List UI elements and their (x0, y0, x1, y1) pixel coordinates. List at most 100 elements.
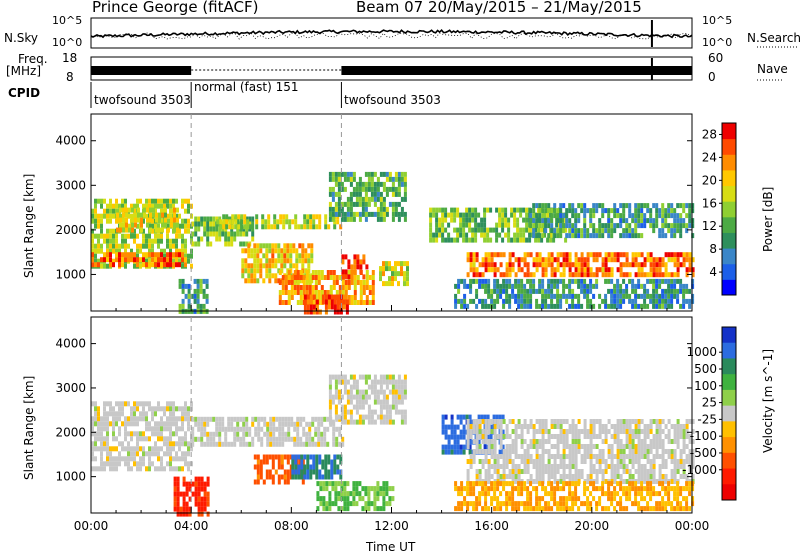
echo-cell (565, 501, 569, 507)
echo-cell (460, 278, 464, 284)
echo-cell (466, 459, 470, 464)
echo-cell (320, 285, 324, 290)
echo-cell (218, 236, 222, 242)
echo-cell (556, 213, 560, 219)
echo-cell (634, 233, 638, 239)
echo-cell (450, 444, 454, 450)
echo-cell (493, 486, 497, 492)
echo-cell (550, 424, 554, 429)
echo-cell (661, 454, 665, 459)
echo-cell (505, 474, 509, 479)
echo-cell (283, 479, 287, 485)
echo-cell (127, 421, 130, 427)
echo-cell (94, 198, 97, 204)
echo-cell (91, 228, 94, 234)
echo-cell (271, 263, 275, 269)
echo-cell (529, 419, 533, 424)
echo-cell (133, 446, 136, 452)
echo-cell (496, 434, 500, 439)
echo-cell (484, 449, 488, 454)
echo-cell (481, 419, 485, 424)
echo-cell (175, 421, 178, 427)
echo-cell (245, 441, 249, 447)
echo-cell (382, 181, 386, 187)
echo-cell (634, 283, 638, 289)
echo-cell (634, 218, 638, 224)
echo-cell (637, 491, 641, 497)
echo-cell (330, 459, 334, 465)
echo-cell (598, 223, 602, 229)
echo-cell (616, 429, 620, 434)
echo-cell (472, 298, 476, 304)
echo-cell (333, 454, 337, 460)
echo-cell (568, 424, 572, 429)
echo-cell (511, 496, 515, 502)
echo-cell (490, 449, 494, 454)
echo-cell (667, 454, 671, 459)
echo-cell (456, 439, 460, 445)
echo-cell (628, 228, 632, 234)
echo-cell (353, 275, 357, 280)
echo-cell (97, 416, 100, 422)
echo-cell (625, 283, 629, 289)
nave-tick-low: 0 (708, 70, 716, 84)
echo-cell (529, 278, 533, 284)
echo-cell (122, 227, 125, 233)
echo-cell (661, 444, 665, 449)
echo-cell (343, 506, 347, 512)
echo-cell (580, 262, 584, 268)
echo-cell (613, 288, 617, 294)
echo-cell (295, 263, 299, 269)
echo-cell (607, 444, 611, 449)
echo-cell (613, 228, 617, 234)
velocity-colorbar-swatch (722, 437, 736, 454)
echo-cell (379, 191, 383, 197)
echo-cell (124, 436, 127, 442)
echo-cell (206, 231, 210, 237)
echo-cell (293, 441, 297, 447)
echo-cell (586, 298, 590, 304)
echo-cell (191, 431, 195, 437)
echo-cell (355, 196, 359, 202)
echo-cell (610, 469, 614, 474)
velocity-colorbar-label: Velocity [m s^-1] (761, 348, 775, 453)
echo-cell (296, 275, 300, 280)
echo-cell (547, 233, 551, 239)
echo-cell (498, 232, 502, 238)
echo-cell (673, 479, 677, 484)
echo-cell (106, 431, 109, 437)
echo-cell (478, 283, 482, 289)
echo-cell (586, 496, 590, 502)
echo-cell (388, 276, 391, 282)
echo-cell (221, 426, 225, 432)
echo-cell (314, 431, 318, 437)
echo-cell (640, 272, 644, 278)
echo-cell (334, 389, 338, 395)
echo-cell (152, 212, 155, 218)
echo-cell (637, 419, 641, 424)
echo-cell (169, 451, 172, 457)
echo-cell (670, 298, 674, 304)
echo-cell (529, 501, 533, 507)
echo-cell (664, 298, 668, 304)
echo-cell (328, 389, 332, 395)
echo-cell (166, 233, 169, 239)
echo-cell (601, 267, 605, 273)
echo-cell (136, 262, 139, 268)
echo-cell (112, 446, 115, 452)
echo-cell (481, 481, 485, 487)
echo-cell (517, 288, 521, 294)
echo-cell (355, 481, 359, 487)
echo-cell (176, 491, 180, 497)
echo-cell (475, 439, 479, 444)
echo-cell (504, 232, 508, 238)
echo-cell (547, 218, 551, 224)
echo-cell (484, 501, 488, 507)
echo-cell (106, 243, 109, 249)
echo-cell (556, 262, 560, 268)
echo-cell (151, 218, 154, 224)
echo-cell (97, 406, 100, 412)
echo-cell (324, 459, 328, 465)
echo-cell (339, 454, 343, 460)
echo-cell (127, 252, 130, 258)
